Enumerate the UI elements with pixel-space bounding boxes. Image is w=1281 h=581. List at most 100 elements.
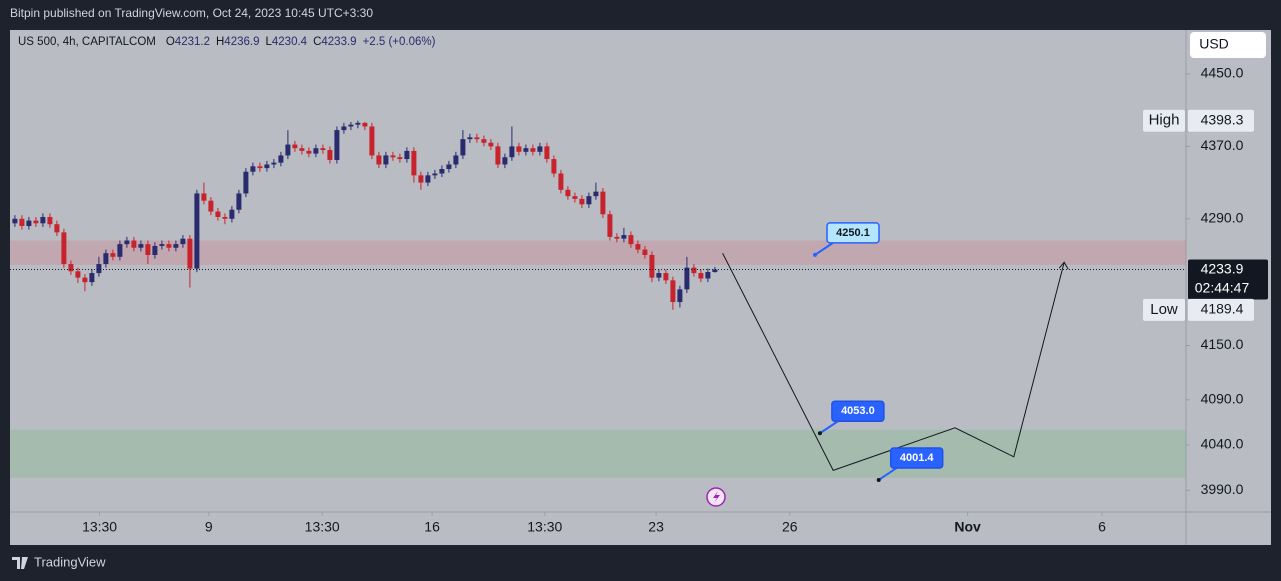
x-tick-label: 9: [205, 519, 213, 535]
candle-body: [516, 146, 522, 152]
change: +2.5 (+0.06%): [363, 36, 436, 48]
callout-box: [831, 400, 885, 423]
candle-body: [103, 253, 109, 265]
candle-body: [621, 235, 627, 239]
x-tick-label: 16: [424, 519, 440, 535]
candle-body: [327, 150, 333, 160]
x-tick-label: 6: [1098, 519, 1106, 535]
candle-body: [110, 253, 116, 257]
last-price-label: 4233.9: [1201, 260, 1244, 276]
candle-body: [194, 193, 200, 269]
candle-body: [586, 196, 592, 205]
candle-body: [474, 137, 480, 140]
legend: US 500, 4h, CAPITALCOM O4231.2 H4236.9 L423…: [18, 36, 436, 48]
candle-body: [649, 254, 655, 278]
x-tick-label: 13:30: [82, 519, 117, 535]
countdown: 02:44:47: [1195, 279, 1250, 295]
ohlc-value: 4236.9: [224, 36, 259, 48]
candle-body: [334, 130, 340, 160]
candle-body: [320, 148, 326, 151]
candle-body: [677, 289, 683, 303]
candle-body: [159, 244, 165, 246]
y-tick-label: 4370.0: [1201, 137, 1244, 153]
candle-body: [47, 216, 53, 225]
candle-body: [439, 169, 445, 174]
x-tick-label: 13:30: [305, 519, 340, 535]
candle-body: [201, 193, 207, 201]
candle-body: [656, 273, 662, 278]
candle-body: [124, 240, 130, 245]
candle-body: [684, 267, 690, 290]
candle-body: [509, 146, 515, 158]
callout-box: [889, 447, 944, 469]
ohlc-value: 4231.2: [175, 36, 210, 48]
candle-body: [614, 236, 620, 239]
candle-body: [453, 155, 459, 165]
candle-body: [362, 122, 368, 127]
candle-body: [495, 146, 501, 165]
last-price-box: [1188, 259, 1268, 300]
candle-body: [355, 122, 361, 125]
candle-body: [628, 235, 634, 245]
ohlc-label: H: [216, 36, 224, 48]
candle-body: [271, 162, 277, 165]
candle-body: [313, 148, 319, 154]
candle-body: [19, 218, 25, 227]
event-icon-bolt: [713, 491, 720, 503]
zone: [10, 240, 1186, 265]
currency[interactable]: USD: [1199, 36, 1229, 52]
candle-body: [257, 166, 263, 169]
candle-body: [306, 150, 312, 154]
candle-body: [264, 164, 270, 169]
candle-body: [670, 280, 676, 303]
candle-body: [173, 244, 179, 248]
candle-body: [152, 245, 158, 255]
currency-box[interactable]: [1190, 32, 1266, 58]
candle-body: [579, 198, 585, 205]
candle-body: [341, 126, 347, 131]
candle-body: [208, 200, 214, 212]
candle-body: [12, 218, 18, 224]
range-label: Low: [1150, 301, 1178, 318]
callout-box: [826, 222, 880, 244]
candle-body: [635, 244, 641, 250]
candle-body: [348, 124, 354, 127]
callout-point: [817, 431, 822, 436]
callout-pointer: [878, 467, 898, 481]
candle-body: [411, 150, 417, 176]
candle-body: [145, 244, 151, 255]
candle-body: [215, 211, 221, 217]
candle-body: [551, 159, 557, 174]
y-tick-label: 4290.0: [1201, 209, 1244, 225]
candle-body: [488, 142, 494, 147]
x-tick-label: Nov: [954, 519, 981, 535]
y-tick-label: 3990.0: [1201, 481, 1244, 497]
candle-body: [691, 267, 697, 274]
candle-body: [460, 139, 466, 156]
candle-body: [82, 277, 88, 283]
candle-body: [285, 144, 291, 156]
candle-body: [600, 191, 606, 215]
candle-body: [68, 264, 74, 272]
candle-body: [26, 220, 32, 227]
candle-body: [467, 137, 473, 140]
projection-arrow: [1058, 261, 1069, 270]
candle-body: [187, 238, 193, 269]
candle-body: [663, 273, 669, 281]
candle-body: [278, 155, 284, 163]
candle-body: [642, 249, 648, 255]
candle-body: [117, 244, 123, 257]
candle-body: [502, 157, 508, 165]
callout-pointer: [814, 242, 834, 256]
candle-body: [131, 240, 137, 248]
candle-body: [40, 216, 46, 224]
brand-logo: [12, 557, 28, 569]
callout-label: 4001.4: [900, 452, 935, 464]
candle-body: [705, 271, 711, 279]
ohlc-value: 4233.9: [321, 36, 356, 48]
candle-body: [481, 139, 487, 143]
candle-body: [383, 155, 389, 165]
candle-body: [75, 271, 81, 278]
ohlc-label: O: [166, 36, 175, 48]
